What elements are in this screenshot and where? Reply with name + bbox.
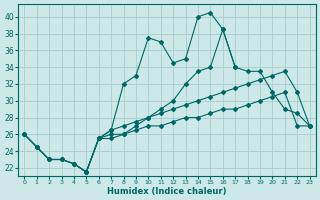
X-axis label: Humidex (Indice chaleur): Humidex (Indice chaleur) (107, 187, 227, 196)
